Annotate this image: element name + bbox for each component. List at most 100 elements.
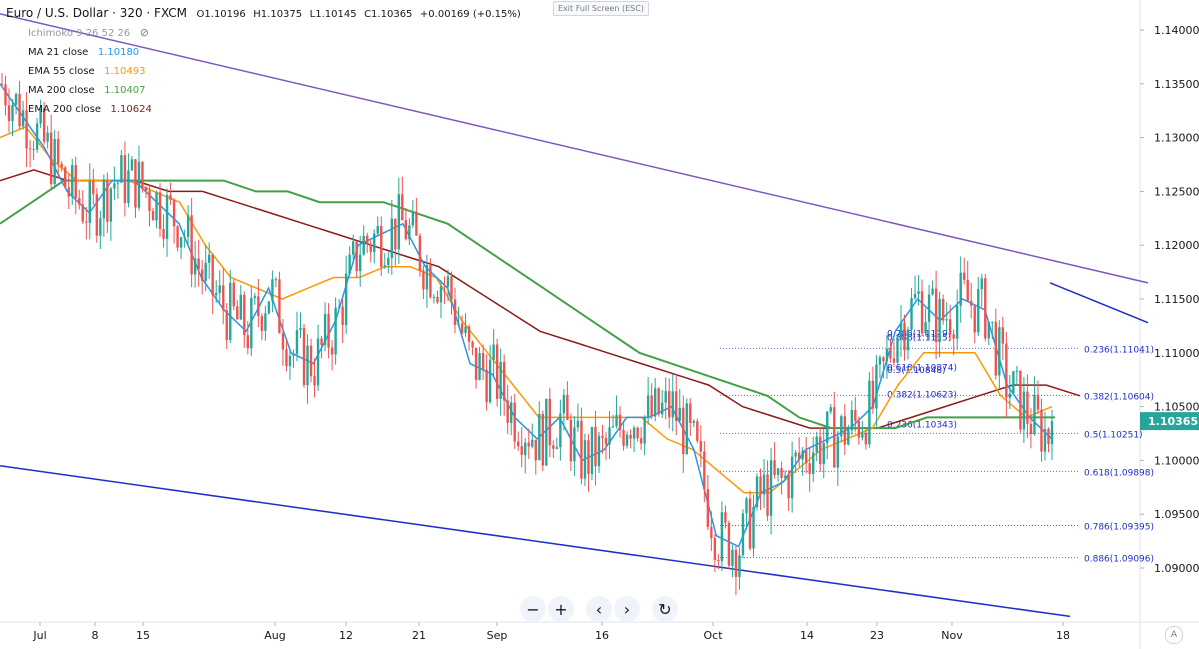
y-tick-label: 1.14000 [1154, 24, 1199, 37]
candle-body [738, 555, 741, 577]
candle-body [741, 513, 745, 556]
candle-body [257, 296, 260, 317]
candle-body [85, 221, 88, 223]
indicator-ema200[interactable]: EMA 200 close 1.10624 [28, 102, 152, 115]
candle-body [74, 165, 77, 199]
candle-body [752, 507, 755, 549]
candle-body [25, 110, 28, 149]
candle-body [88, 181, 91, 223]
candle-body [710, 527, 713, 539]
candle-body [151, 211, 155, 221]
x-tick-label: 18 [1056, 629, 1070, 642]
scroll-left-button[interactable]: ‹ [586, 596, 612, 622]
candle-body [513, 402, 516, 442]
candle-body [573, 427, 576, 462]
indicator-ma200[interactable]: MA 200 close 1.10407 [28, 83, 146, 96]
channel-upper-line [0, 13, 1149, 284]
candle-body [106, 179, 109, 222]
auto-scale-button[interactable]: A [1165, 626, 1183, 644]
candle-body [1026, 391, 1029, 424]
candle-body [822, 443, 825, 465]
candle-body [604, 437, 608, 445]
scroll-right-button[interactable]: › [614, 596, 640, 622]
candle-body [590, 426, 594, 474]
fib-inner-label: 0.236(1.10343) [887, 420, 957, 430]
candle-body [397, 194, 401, 250]
candle-body [959, 272, 962, 306]
candle-body [330, 347, 334, 355]
candle-body [924, 321, 927, 334]
eye-off-icon[interactable]: ⊘ [139, 26, 149, 39]
candle-body [657, 388, 660, 415]
candle-body [4, 84, 7, 106]
candle-body [840, 416, 843, 437]
indicator-label: MA 21 close [28, 47, 89, 58]
indicator-label: EMA 200 close [28, 104, 101, 115]
candle-body [267, 301, 271, 314]
candle-body [334, 307, 337, 355]
candle-body [1050, 421, 1054, 445]
candle-body [313, 376, 316, 386]
candle-body [580, 420, 583, 479]
candle-body [383, 265, 386, 267]
candle-body [351, 241, 355, 255]
candle-body [892, 358, 896, 363]
candle-body [587, 440, 590, 474]
candle-body [857, 421, 861, 438]
candle-body [394, 218, 397, 250]
candle-body [829, 407, 832, 412]
indicator-value: 1.10493 [104, 66, 146, 77]
candle-body [14, 93, 18, 105]
candle-body [885, 348, 889, 362]
candle-body [520, 446, 523, 456]
candle-body [639, 438, 643, 444]
candle-body [973, 305, 976, 333]
candle-body [790, 456, 794, 499]
candle-body [222, 285, 225, 311]
candle-body [281, 333, 285, 350]
y-tick-label: 1.11000 [1154, 347, 1199, 360]
candle-body [769, 460, 773, 516]
candle-body [32, 148, 35, 150]
candle-body [847, 430, 850, 445]
fib-inner-label: 0.382(1.10623) [887, 390, 957, 400]
x-tick-label: Oct [703, 629, 723, 642]
candle-body [485, 369, 488, 403]
candle-body [1005, 343, 1008, 398]
candle-body [358, 254, 362, 272]
candle-body [994, 321, 998, 376]
candle-body [819, 436, 822, 465]
candle-body [239, 294, 242, 320]
candle-body [250, 298, 253, 349]
reset-chart-button[interactable]: ↻ [652, 596, 678, 622]
indicator-ichimoku[interactable]: Ichimoko 9 26 52 26 ⊘ [28, 26, 149, 39]
candle-body [783, 475, 787, 478]
candle-body [116, 182, 120, 184]
indicator-ma21[interactable]: MA 21 close 1.10180 [28, 45, 139, 58]
zoom-out-button[interactable]: − [520, 596, 546, 622]
x-tick-label: 23 [870, 629, 884, 642]
candle-body [927, 294, 931, 322]
candle-body [102, 179, 106, 219]
candle-body [773, 460, 776, 475]
candle-body [78, 198, 81, 205]
short-trend-line [1049, 282, 1149, 324]
candle-body [861, 432, 864, 438]
ema55-line [0, 125, 1053, 494]
candle-body [158, 192, 162, 229]
fib-inner-label: 0.618(1.10874) [887, 363, 957, 373]
candle-body [225, 310, 228, 340]
candle-body [801, 450, 804, 460]
x-tick-label: 15 [136, 629, 150, 642]
candle-body [868, 380, 871, 445]
candle-body [734, 549, 738, 577]
indicator-label: EMA 55 close [28, 66, 95, 77]
indicator-ema55[interactable]: EMA 55 close 1.10493 [28, 64, 146, 77]
zoom-in-button[interactable]: + [548, 596, 574, 622]
candle-body [18, 93, 21, 127]
candle-body [295, 330, 299, 354]
candle-body [566, 394, 569, 420]
candle-body [130, 159, 134, 171]
exit-fullscreen-button[interactable]: Exit Full Screen (ESC) [553, 1, 649, 16]
